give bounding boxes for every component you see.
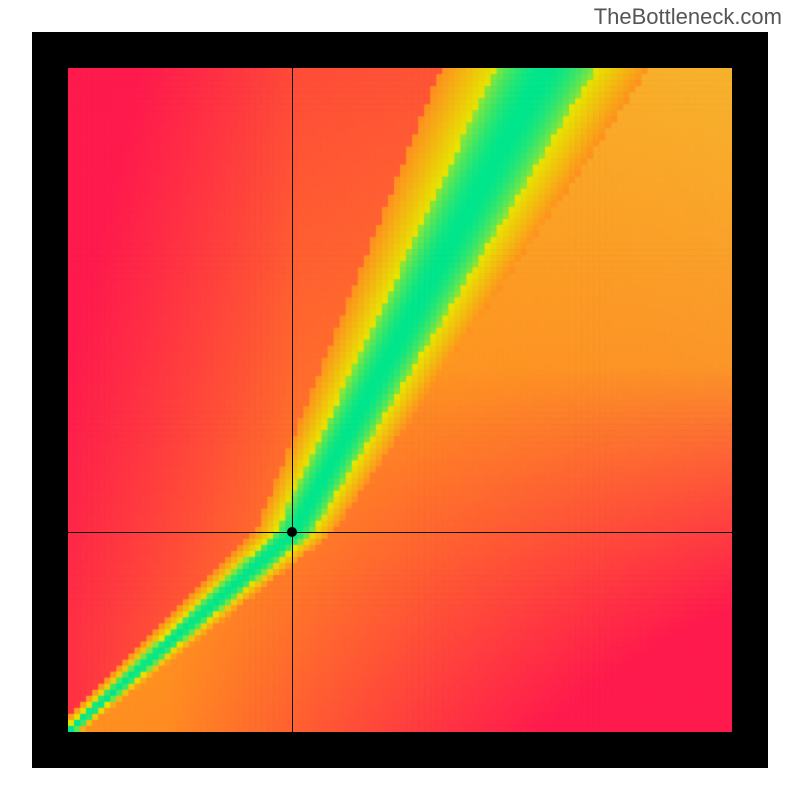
crosshair-horizontal (68, 532, 732, 533)
chart-container: TheBottleneck.com (0, 0, 800, 800)
crosshair-vertical (292, 68, 293, 732)
watermark-text: TheBottleneck.com (594, 4, 782, 30)
crosshair-marker (287, 527, 297, 537)
heatmap-canvas (68, 68, 732, 732)
plot-black-frame (32, 32, 768, 768)
